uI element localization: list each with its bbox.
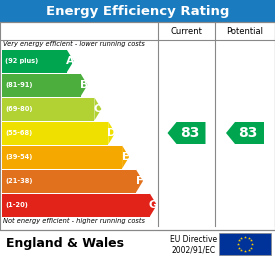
Text: (81-91): (81-91) [5,82,32,88]
Text: G: G [149,200,158,210]
Text: F: F [136,176,143,186]
Text: (55-68): (55-68) [5,130,32,136]
Polygon shape [136,170,143,192]
Text: England & Wales: England & Wales [6,238,124,251]
Text: (69-80): (69-80) [5,106,32,112]
Text: Very energy efficient - lower running costs: Very energy efficient - lower running co… [3,41,145,47]
Text: Current: Current [170,27,202,36]
FancyBboxPatch shape [2,50,67,72]
Text: 83: 83 [238,126,258,140]
FancyBboxPatch shape [2,98,94,120]
Polygon shape [94,98,101,120]
Text: (21-38): (21-38) [5,178,32,184]
FancyBboxPatch shape [2,194,150,216]
Text: EU Directive: EU Directive [170,235,217,244]
Polygon shape [67,50,74,72]
FancyBboxPatch shape [2,74,81,96]
Text: (39-54): (39-54) [5,154,32,160]
Text: C: C [94,104,102,114]
Text: B: B [80,80,88,90]
Text: Potential: Potential [227,27,263,36]
FancyBboxPatch shape [2,122,108,144]
Text: (92 plus): (92 plus) [5,58,38,64]
Polygon shape [108,122,115,144]
Text: 83: 83 [180,126,199,140]
FancyBboxPatch shape [0,0,275,22]
FancyBboxPatch shape [219,233,271,255]
Text: E: E [122,152,130,162]
Polygon shape [150,194,157,216]
FancyBboxPatch shape [2,170,136,192]
Text: Not energy efficient - higher running costs: Not energy efficient - higher running co… [3,218,145,224]
Text: A: A [66,56,75,66]
Polygon shape [167,122,205,144]
FancyBboxPatch shape [2,146,122,168]
Text: 2002/91/EC: 2002/91/EC [171,246,216,255]
Text: Energy Efficiency Rating: Energy Efficiency Rating [46,4,229,18]
Polygon shape [226,122,264,144]
Text: (1-20): (1-20) [5,202,28,208]
Text: D: D [107,128,116,138]
Polygon shape [81,74,87,96]
Polygon shape [122,146,129,168]
FancyBboxPatch shape [0,22,275,230]
